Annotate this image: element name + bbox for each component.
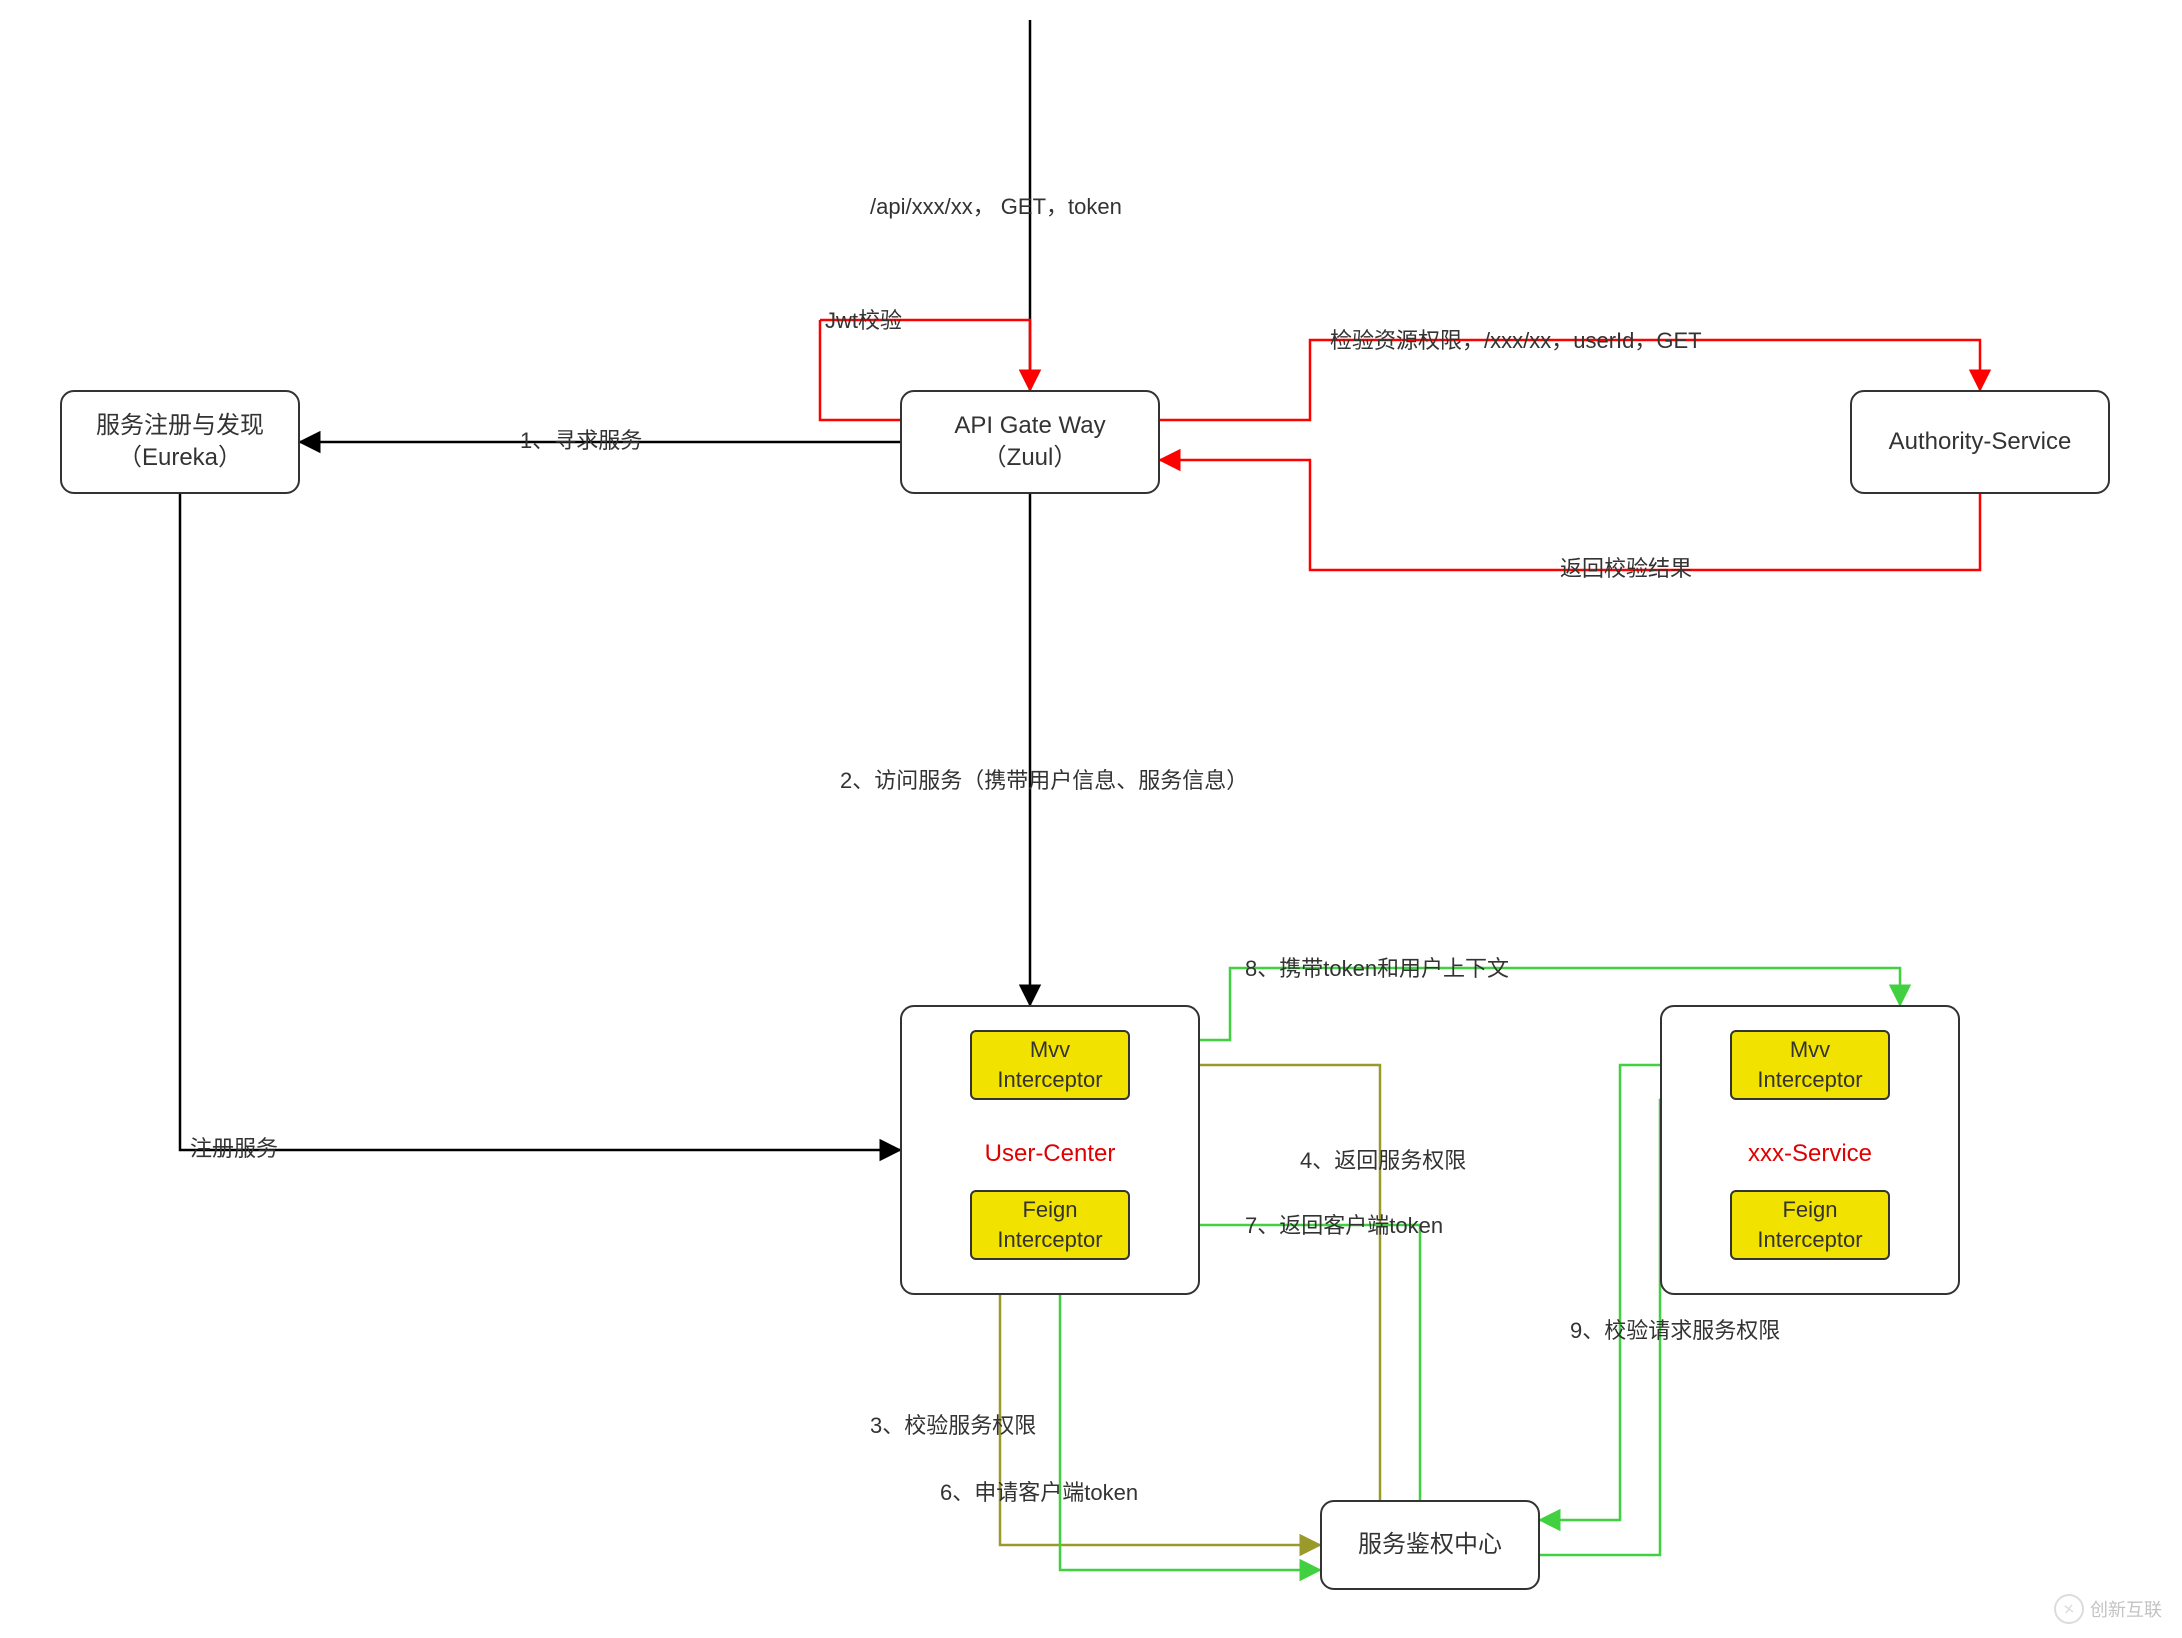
node-auth-center: 服务鉴权中心 (1320, 1500, 1540, 1590)
label-check-resource: 检验资源权限，/xxx/xx，userId，GET (1330, 330, 1702, 352)
edges-layer (0, 0, 2182, 1638)
edge-e_jwt_out (820, 320, 900, 420)
label-register-service: 注册服务 (190, 1138, 278, 1160)
node-uc-mvv-interceptor: MvvInterceptor (970, 1030, 1130, 1100)
node-api-gateway: API Gate Way（Zuul） (900, 390, 1160, 494)
label-step9: 9、校验请求服务权限 (1570, 1320, 1780, 1342)
label-seek-service: 1、寻求服务 (520, 430, 642, 452)
label-step4: 4、返回服务权限 (1300, 1150, 1466, 1172)
edge-e_step6 (1060, 1260, 1320, 1570)
edge-e_register (180, 494, 900, 1150)
label-top-request: /api/xxx/xx， GET，token (870, 196, 1122, 218)
label-step6: 6、申请客户端token (940, 1482, 1138, 1504)
diagram-canvas: 服务注册与发现（Eureka） API Gate Way（Zuul） Autho… (0, 0, 2182, 1638)
node-xs-mvv-interceptor: MvvInterceptor (1730, 1030, 1890, 1100)
xxx-service-title: xxx-Service (1662, 1138, 1958, 1170)
node-authority-service: Authority-Service (1850, 390, 2110, 494)
watermark: ✕ 创新互联 (2054, 1594, 2162, 1624)
node-eureka: 服务注册与发现（Eureka） (60, 390, 300, 494)
label-step7: 7、返回客户端token (1245, 1215, 1443, 1237)
watermark-text: 创新互联 (2090, 1596, 2162, 1622)
label-step3: 3、校验服务权限 (870, 1415, 1036, 1437)
node-xs-feign-interceptor: FeignInterceptor (1730, 1190, 1890, 1260)
watermark-logo-icon: ✕ (2052, 1592, 2086, 1626)
label-jwt-check: Jwt校验 (825, 310, 902, 332)
label-return-check: 返回校验结果 (1560, 558, 1692, 580)
node-uc-feign-interceptor: FeignInterceptor (970, 1190, 1130, 1260)
label-step8: 8、携带token和用户上下文 (1245, 958, 1509, 980)
user-center-title: User-Center (902, 1138, 1198, 1170)
label-visit-service: 2、访问服务（携带用户信息、服务信息） (840, 770, 1248, 792)
